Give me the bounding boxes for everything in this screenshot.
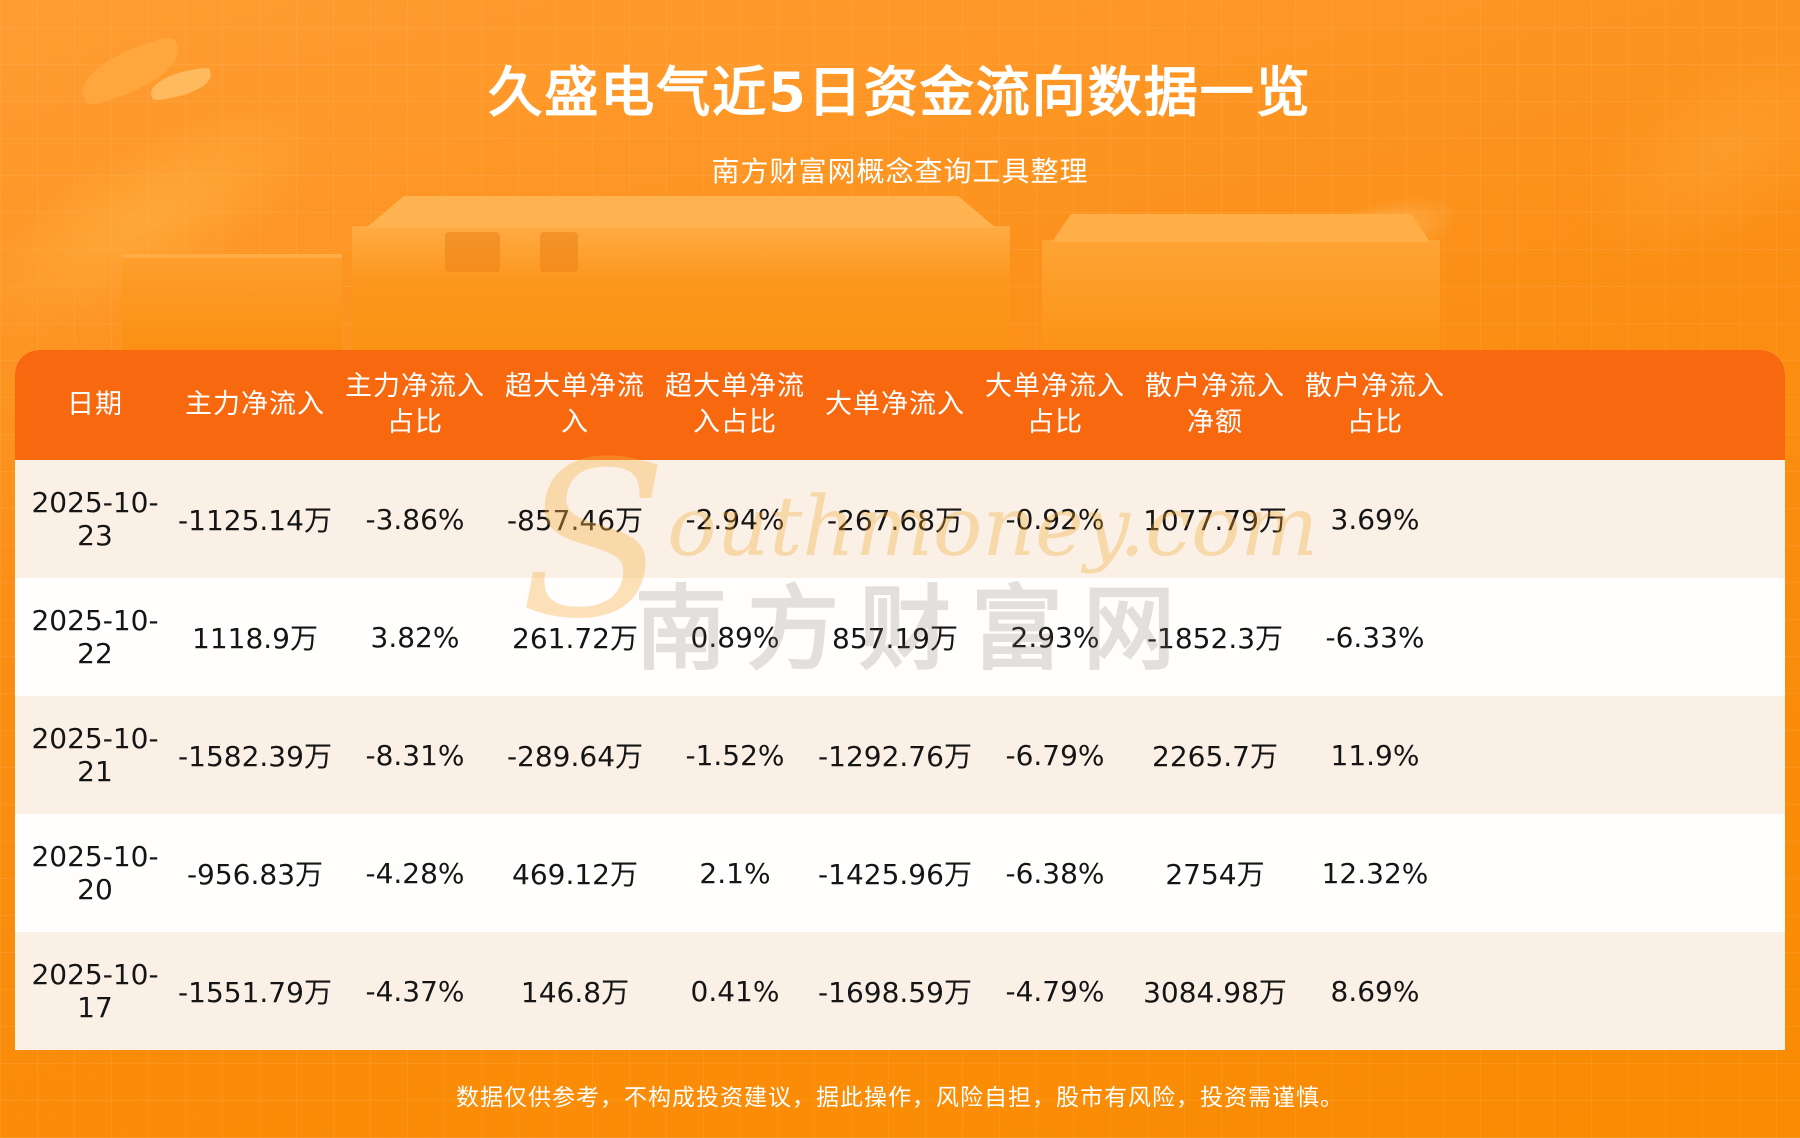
filler-cell — [1455, 696, 1785, 814]
header-cell-main-net-inflow-pct: 主力净流入 占比 — [335, 350, 495, 460]
value-cell: -857.46万 — [495, 460, 655, 578]
disclaimer-text: 数据仅供参考，不构成投资建议，据此操作，风险自担，股市有风险，投资需谨慎。 — [456, 1085, 1344, 1111]
value-cell: -3.86% — [335, 460, 495, 578]
value-cell: -0.92% — [975, 460, 1135, 578]
value-cell: 0.89% — [655, 578, 815, 696]
date-cell: 2025-10-22 — [15, 578, 175, 696]
value-cell: -4.79% — [975, 932, 1135, 1050]
value-cell: -956.83万 — [175, 814, 335, 932]
value-cell: -1292.76万 — [815, 696, 975, 814]
header-cell-super-large-net-inflow-pct: 超大单净流 入占比 — [655, 350, 815, 460]
header-cell-large-net-inflow: 大单净流入 — [815, 350, 975, 460]
header-cell-retail-net-inflow-pct: 散户净流入 占比 — [1295, 350, 1455, 460]
filler-cell — [1455, 932, 1785, 1050]
value-cell: 146.8万 — [495, 932, 655, 1050]
filler-cell — [1455, 460, 1785, 578]
value-cell: 2265.7万 — [1135, 696, 1295, 814]
header-cell-super-large-net-inflow: 超大单净流 入 — [495, 350, 655, 460]
value-cell: 3084.98万 — [1135, 932, 1295, 1050]
filler-cell — [1455, 578, 1785, 696]
value-cell: -1125.14万 — [175, 460, 335, 578]
date-cell: 2025-10-23 — [15, 460, 175, 578]
fund-flow-table: 日期 主力净流入 主力净流入 占比 超大单净流 入 超大单净流 入占比 大单净流… — [15, 350, 1785, 1050]
value-cell: -1425.96万 — [815, 814, 975, 932]
header-cell-large-net-inflow-pct: 大单净流入 占比 — [975, 350, 1135, 460]
value-cell: 8.69% — [1295, 932, 1455, 1050]
date-cell: 2025-10-21 — [15, 696, 175, 814]
page-title: 久盛电气近5日资金流向数据一览 — [488, 61, 1312, 124]
value-cell: -6.38% — [975, 814, 1135, 932]
value-cell: -1582.39万 — [175, 696, 335, 814]
value-cell: 857.19万 — [815, 578, 975, 696]
value-cell: 469.12万 — [495, 814, 655, 932]
header-cell-date: 日期 — [15, 350, 175, 460]
value-cell: -267.68万 — [815, 460, 975, 578]
header-filler-cell — [1455, 350, 1785, 460]
table-row: 2025-10-23 -1125.14万 -3.86% -857.46万 -2.94% -… — [15, 460, 1785, 578]
value-cell: 1118.9万 — [175, 578, 335, 696]
value-cell: -1698.59万 — [815, 932, 975, 1050]
date-cell: 2025-10-20 — [15, 814, 175, 932]
value-cell: 0.41% — [655, 932, 815, 1050]
table-header-row: 日期 主力净流入 主力净流入 占比 超大单净流 入 超大单净流 入占比 大单净流… — [15, 350, 1785, 460]
table-row: 2025-10-21 -1582.39万 -8.31% -289.64万 -1.52% -… — [15, 696, 1785, 814]
value-cell: -6.33% — [1295, 578, 1455, 696]
value-cell: 3.69% — [1295, 460, 1455, 578]
value-cell: -2.94% — [655, 460, 815, 578]
value-cell: 1077.79万 — [1135, 460, 1295, 578]
header-cell-main-net-inflow: 主力净流入 — [175, 350, 335, 460]
table-body: 2025-10-23 -1125.14万 -3.86% -857.46万 -2.94% -… — [15, 460, 1785, 1050]
value-cell: 2754万 — [1135, 814, 1295, 932]
value-cell: 2.1% — [655, 814, 815, 932]
value-cell: 2.93% — [975, 578, 1135, 696]
value-cell: 261.72万 — [495, 578, 655, 696]
value-cell: -289.64万 — [495, 696, 655, 814]
value-cell: 11.9% — [1295, 696, 1455, 814]
header-cell-retail-net-inflow: 散户净流入 净额 — [1135, 350, 1295, 460]
table-row: 2025-10-20 -956.83万 -4.28% 469.12万 2.1% -1425… — [15, 814, 1785, 932]
filler-cell — [1455, 814, 1785, 932]
value-cell: -4.37% — [335, 932, 495, 1050]
value-cell: -4.28% — [335, 814, 495, 932]
date-cell: 2025-10-17 — [15, 932, 175, 1050]
value-cell: -1852.3万 — [1135, 578, 1295, 696]
page-subtitle: 南方财富网概念查询工具整理 — [711, 155, 1089, 188]
value-cell: 12.32% — [1295, 814, 1455, 932]
value-cell: 3.82% — [335, 578, 495, 696]
table-row: 2025-10-17 -1551.79万 -4.37% 146.8万 0.41% -169… — [15, 932, 1785, 1050]
fund-flow-data-grid: 日期 主力净流入 主力净流入 占比 超大单净流 入 超大单净流 入占比 大单净流… — [15, 350, 1785, 1050]
value-cell: -1551.79万 — [175, 932, 335, 1050]
value-cell: -6.79% — [975, 696, 1135, 814]
table-row: 2025-10-22 1118.9万 3.82% 261.72万 0.89% 857.19… — [15, 578, 1785, 696]
value-cell: -8.31% — [335, 696, 495, 814]
value-cell: -1.52% — [655, 696, 815, 814]
